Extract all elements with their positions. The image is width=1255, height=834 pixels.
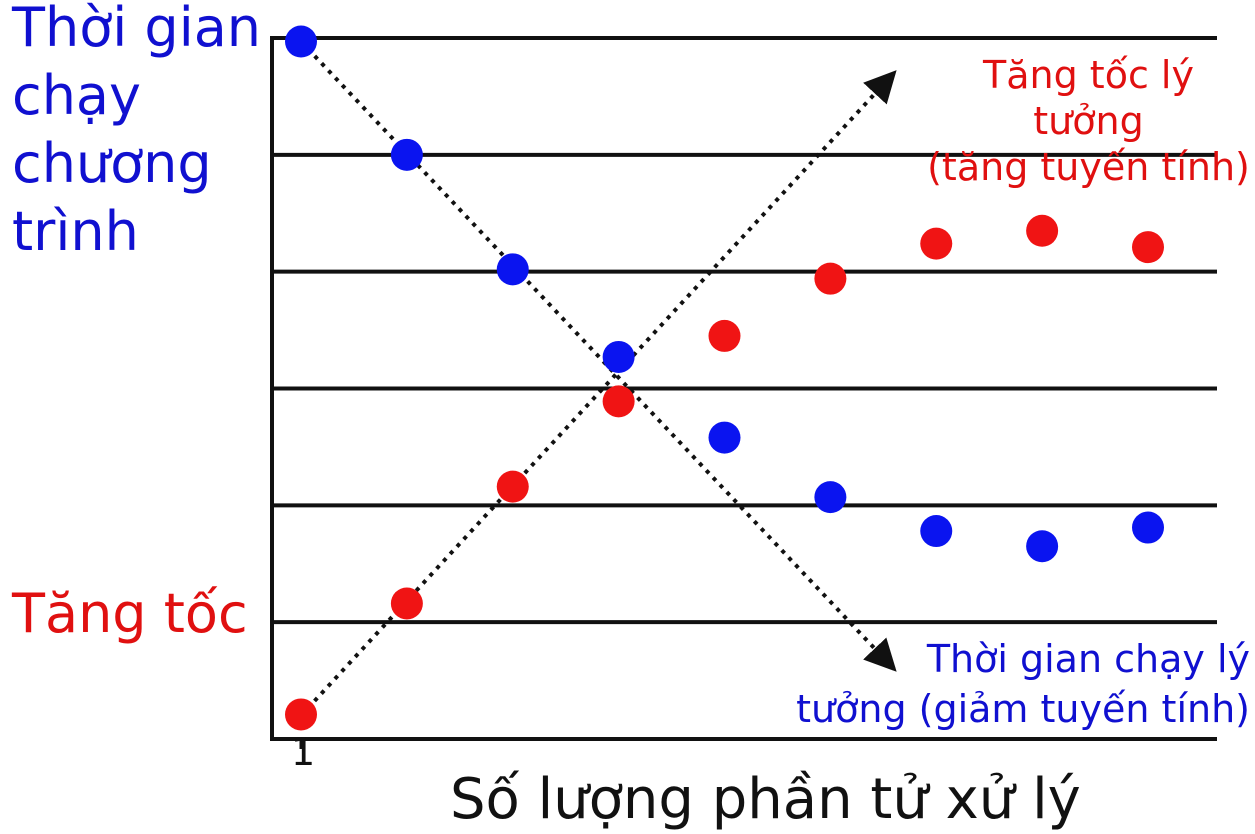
data-point <box>708 319 741 352</box>
y-axis-label-speedup: Tăng tốc <box>12 582 248 645</box>
data-point <box>390 587 423 620</box>
annotation-ideal-runtime-line: tưởng (giảm tuyến tính) <box>796 687 1250 731</box>
data-point <box>602 385 635 418</box>
y-axis-label-runtime-line: chương <box>12 132 212 195</box>
data-point <box>1026 214 1059 247</box>
annotation-ideal-speedup: Tăng tốc lý tưởng (tăng tuyến tính) <box>922 52 1255 190</box>
data-point <box>1132 231 1164 264</box>
x-tick-label: 1 <box>291 730 316 774</box>
data-points <box>285 25 1164 731</box>
data-point <box>285 698 317 731</box>
y-axis-label-runtime: Thời gian chạy chương trình <box>12 0 261 266</box>
reference-lines <box>299 40 897 717</box>
data-point <box>920 227 953 260</box>
data-point <box>1026 530 1059 563</box>
annotation-ideal-speedup-line: Tăng tốc lý tưởng <box>983 53 1194 143</box>
data-point <box>602 340 635 373</box>
reference-line <box>299 70 897 717</box>
annotation-ideal-runtime-line: Thời gian chạy lý <box>926 637 1250 681</box>
reference-line <box>299 40 897 672</box>
y-axis-label-runtime-line: trình <box>12 200 139 263</box>
annotation-ideal-runtime: Thời gian chạy lý tưởng (giảm tuyến tính… <box>790 634 1250 734</box>
data-point <box>496 470 529 503</box>
axes <box>270 36 1217 749</box>
annotation-ideal-speedup-line: (tăng tuyến tính) <box>927 145 1250 189</box>
grid-lines <box>272 36 1217 625</box>
data-point <box>1132 511 1164 544</box>
data-point <box>285 25 317 58</box>
data-point <box>708 421 741 454</box>
data-point <box>814 481 847 514</box>
data-point <box>496 253 529 286</box>
y-axis-label-runtime-line: Thời gian <box>12 0 262 59</box>
data-point <box>814 262 847 295</box>
x-axis-label: Số lượng phần tử xử lý <box>450 767 1081 832</box>
data-point <box>920 515 953 548</box>
data-point <box>390 138 423 171</box>
y-axis-label-runtime-line: chạy <box>12 64 141 127</box>
